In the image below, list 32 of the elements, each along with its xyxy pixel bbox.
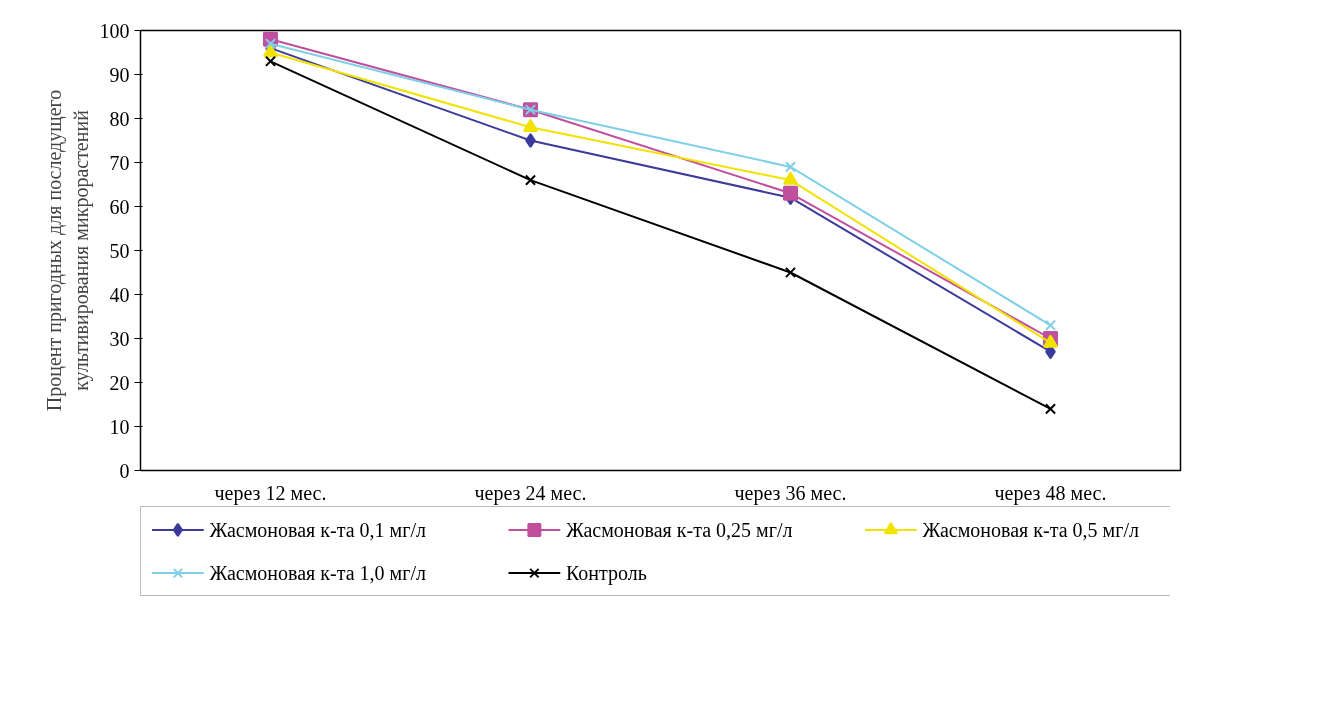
legend-label: Контроль [566, 562, 647, 586]
legend-label: Жасмоновая к-та 0,1 мг/л [209, 518, 426, 541]
y-tick-label: 0 [119, 459, 130, 482]
legend-label: Жасмоновая к-та 0,25 мг/л [566, 518, 793, 541]
y-tick-label: 20 [109, 371, 130, 394]
y-tick-label: 50 [109, 239, 130, 262]
point [1044, 319, 1057, 331]
legend-label: Жасмоновая к-та 0,5 мг/л [922, 518, 1139, 541]
x-tick-label: через 36 мес. [734, 481, 847, 505]
y-tick-label: 80 [109, 107, 130, 130]
y-tick-label: 90 [109, 63, 130, 86]
point [783, 171, 798, 185]
y-tick-label: 10 [109, 415, 130, 438]
point [784, 266, 797, 279]
y-axis-title: Процент пригодных для последущего культивирования микрорастений [43, 89, 93, 412]
y-tick-label: 30 [109, 327, 130, 350]
point [524, 174, 537, 186]
x-tick-label: через 12 мес. [214, 481, 327, 505]
y-tick-label: 100 [99, 19, 130, 42]
y-tick-label: 60 [109, 195, 130, 218]
point [264, 55, 277, 67]
x-tick-label: через 48 мес. [994, 481, 1107, 505]
point [264, 38, 277, 50]
x-tick-label: через 24 мес. [474, 481, 587, 505]
y-tick-label: 40 [109, 283, 130, 306]
point [523, 118, 538, 133]
legend-label: Жасмоновая к-та 1,0 мг/л [209, 562, 426, 585]
point [784, 161, 797, 173]
y-tick-label: 70 [109, 151, 130, 174]
point [1044, 403, 1057, 415]
point [525, 133, 536, 148]
point [783, 185, 798, 201]
